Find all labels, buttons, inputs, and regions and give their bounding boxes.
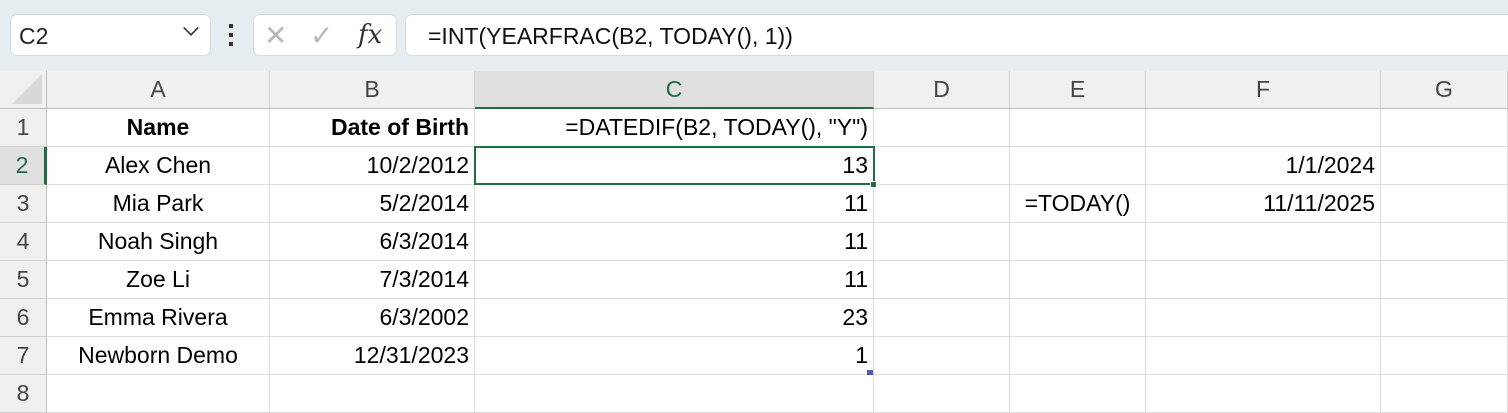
cell-G3[interactable]	[1381, 185, 1508, 223]
cell-C8[interactable]	[475, 375, 874, 413]
row-header-2[interactable]: 2	[0, 147, 47, 185]
cell-F3[interactable]: 11/11/2025	[1146, 185, 1381, 223]
column-header-E[interactable]: E	[1010, 71, 1146, 109]
check-icon[interactable]: ✓	[310, 20, 334, 51]
cell-C7[interactable]: 1	[475, 337, 874, 375]
row-header-3[interactable]: 3	[0, 185, 47, 223]
cell-B7[interactable]: 12/31/2023	[270, 337, 475, 375]
row-header-7[interactable]: 7	[0, 337, 47, 375]
cell-F7[interactable]	[1146, 337, 1381, 375]
cell-G8[interactable]	[1381, 375, 1508, 413]
cell-E6[interactable]	[1010, 299, 1146, 337]
select-all-button[interactable]	[0, 71, 47, 109]
cell-G2[interactable]	[1381, 147, 1508, 185]
cell-D1[interactable]	[874, 109, 1010, 147]
cell-E2[interactable]	[1010, 147, 1146, 185]
row-header-6[interactable]: 6	[0, 299, 47, 337]
cell-B1[interactable]: Date of Birth	[270, 109, 475, 147]
formula-input[interactable]: =INT(YEARFRAC(B2, TODAY(), 1))	[405, 14, 1508, 56]
cell-A1[interactable]: Name	[47, 109, 270, 147]
cell-G1[interactable]	[1381, 109, 1508, 147]
cell-D7[interactable]	[874, 337, 1010, 375]
cell-E5[interactable]	[1010, 261, 1146, 299]
cell-C5[interactable]: 11	[475, 261, 874, 299]
column-header-F[interactable]: F	[1146, 71, 1381, 109]
cell-G7[interactable]	[1381, 337, 1508, 375]
cell-C2[interactable]: 13	[475, 147, 874, 185]
cell-A3[interactable]: Mia Park	[47, 185, 270, 223]
row-header-1[interactable]: 1	[0, 109, 47, 147]
row-header-4[interactable]: 4	[0, 223, 47, 261]
cell-A5[interactable]: Zoe Li	[47, 261, 270, 299]
x-icon[interactable]: ✕	[264, 20, 288, 51]
cell-B8[interactable]	[270, 375, 475, 413]
cell-E7[interactable]	[1010, 337, 1146, 375]
cell-C1[interactable]: =DATEDIF(B2, TODAY(), "Y")	[475, 109, 874, 147]
fill-handle[interactable]	[870, 181, 877, 188]
cell-E8[interactable]	[1010, 375, 1146, 413]
cell-B2[interactable]: 10/2/2012	[270, 147, 475, 185]
cell-D3[interactable]	[874, 185, 1010, 223]
quick-analysis-marker[interactable]	[867, 370, 873, 375]
cell-A4[interactable]: Noah Singh	[47, 223, 270, 261]
cell-D6[interactable]	[874, 299, 1010, 337]
cell-A8[interactable]	[47, 375, 270, 413]
column-header-C[interactable]: C	[475, 71, 874, 109]
cell-G4[interactable]	[1381, 223, 1508, 261]
cell-G6[interactable]	[1381, 299, 1508, 337]
cell-D5[interactable]	[874, 261, 1010, 299]
name-box[interactable]: C2	[10, 14, 211, 56]
cell-E1[interactable]	[1010, 109, 1146, 147]
cell-B4[interactable]: 6/3/2014	[270, 223, 475, 261]
cell-F6[interactable]	[1146, 299, 1381, 337]
formula-buttons: ✕ ✓ fx	[253, 14, 397, 56]
cell-C4[interactable]: 11	[475, 223, 874, 261]
cell-C3[interactable]: 11	[475, 185, 874, 223]
cell-E4[interactable]	[1010, 223, 1146, 261]
fx-icon[interactable]: fx	[358, 20, 383, 50]
cell-C6[interactable]: 23	[475, 299, 874, 337]
chevron-down-icon[interactable]	[183, 20, 199, 36]
cell-F2[interactable]: 1/1/2024	[1146, 147, 1381, 185]
name-box-value: C2	[19, 23, 49, 49]
cell-F5[interactable]	[1146, 261, 1381, 299]
cell-A6[interactable]: Emma Rivera	[47, 299, 270, 337]
cell-F1[interactable]	[1146, 109, 1381, 147]
cell-A2[interactable]: Alex Chen	[47, 147, 270, 185]
cell-D2[interactable]	[874, 147, 1010, 185]
cell-F8[interactable]	[1146, 375, 1381, 413]
row-header-8[interactable]: 8	[0, 375, 47, 413]
column-header-A[interactable]: A	[47, 71, 270, 109]
cell-E3[interactable]: =TODAY()	[1010, 185, 1146, 223]
cell-D4[interactable]	[874, 223, 1010, 261]
cell-F4[interactable]	[1146, 223, 1381, 261]
cell-B3[interactable]: 5/2/2014	[270, 185, 475, 223]
cell-D8[interactable]	[874, 375, 1010, 413]
more-options-icon[interactable]	[229, 24, 234, 51]
cell-A7[interactable]: Newborn Demo	[47, 337, 270, 375]
formula-toolbar: C2 ✕ ✓ fx =INT(YEARFRAC(B2, TODAY(), 1))	[0, 0, 1508, 71]
column-header-B[interactable]: B	[270, 71, 475, 109]
cell-G5[interactable]	[1381, 261, 1508, 299]
cell-B5[interactable]: 7/3/2014	[270, 261, 475, 299]
column-header-G[interactable]: G	[1381, 71, 1508, 109]
row-header-5[interactable]: 5	[0, 261, 47, 299]
cell-B6[interactable]: 6/3/2002	[270, 299, 475, 337]
column-header-D[interactable]: D	[874, 71, 1010, 109]
